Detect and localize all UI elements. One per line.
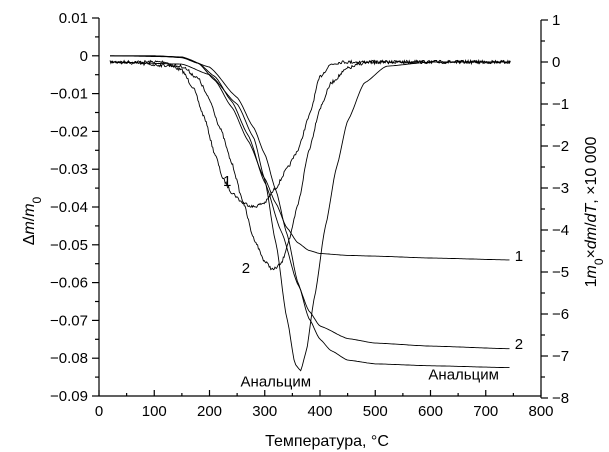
left-y-tick-label: −0.05 <box>50 237 88 254</box>
right-y-tick-label: −3 <box>552 180 569 197</box>
right-y-tick-label: −6 <box>552 306 569 323</box>
tick-labels: 0 100 200 300 400 500 600 700 800 0.01 0 −0.01 −0.02… <box>50 10 569 420</box>
left-y-tick-label: −0.07 <box>50 312 88 329</box>
tick-marks <box>92 17 548 399</box>
x-tick-label: 0 <box>95 403 103 420</box>
x-tick-label: 800 <box>528 403 553 420</box>
x-tick-label: 300 <box>252 403 277 420</box>
left-y-tick-label: 0 <box>80 48 88 65</box>
right-y-tick-label: −4 <box>552 222 569 239</box>
right-y-tick-label: −1 <box>552 96 569 113</box>
series-curve-5 <box>109 58 511 271</box>
curve-annotation: Анальцим <box>428 367 498 384</box>
left-y-tick-label: −0.09 <box>50 388 88 405</box>
right-y-tick-label: 0 <box>552 54 560 71</box>
left-y-axis-title: Δm/m0 <box>21 196 44 245</box>
curve-annotation: 1 <box>223 173 231 190</box>
curve-annotation: 1 <box>515 248 523 265</box>
axes <box>98 18 542 398</box>
x-tick-label: 700 <box>473 403 498 420</box>
left-y-tick-label: −0.02 <box>50 123 88 140</box>
right-y-tick-label: −8 <box>552 390 569 407</box>
left-y-tick-label: −0.08 <box>50 350 88 367</box>
x-tick-label: 500 <box>363 403 388 420</box>
left-y-tick-label: −0.04 <box>50 199 88 216</box>
right-y-tick-label: −7 <box>552 348 569 365</box>
left-y-tick-label: 0.01 <box>59 10 88 27</box>
series-curve-2 <box>110 55 510 350</box>
right-y-tick-label: −5 <box>552 264 569 281</box>
x-tick-label: 400 <box>307 403 332 420</box>
curve-annotation: 2 <box>515 336 523 353</box>
series-curve-6 <box>110 61 510 372</box>
right-y-tick-label: 1 <box>552 12 560 29</box>
right-y-axis-title: 1m0×dm/dT, ×10 000 <box>583 137 606 288</box>
x-axis-title: Температура, °С <box>265 433 389 450</box>
series-curve-4 <box>109 58 511 209</box>
x-tick-label: 200 <box>197 403 222 420</box>
right-y-tick-label: −2 <box>552 138 569 155</box>
annotations: 1 2 Анальцим 1 2 Анальцим <box>223 173 523 390</box>
x-tick-label: 600 <box>418 403 443 420</box>
left-y-tick-label: −0.03 <box>50 161 88 178</box>
left-y-tick-label: −0.06 <box>50 275 88 292</box>
left-y-tick-label: −0.01 <box>50 86 88 103</box>
series-curve-1 <box>110 55 510 261</box>
series-curve-3 <box>110 55 510 369</box>
curve-annotation: 2 <box>242 260 250 277</box>
curves <box>109 55 511 372</box>
curve-annotation: Анальцим <box>241 374 311 391</box>
x-tick-label: 100 <box>142 403 167 420</box>
